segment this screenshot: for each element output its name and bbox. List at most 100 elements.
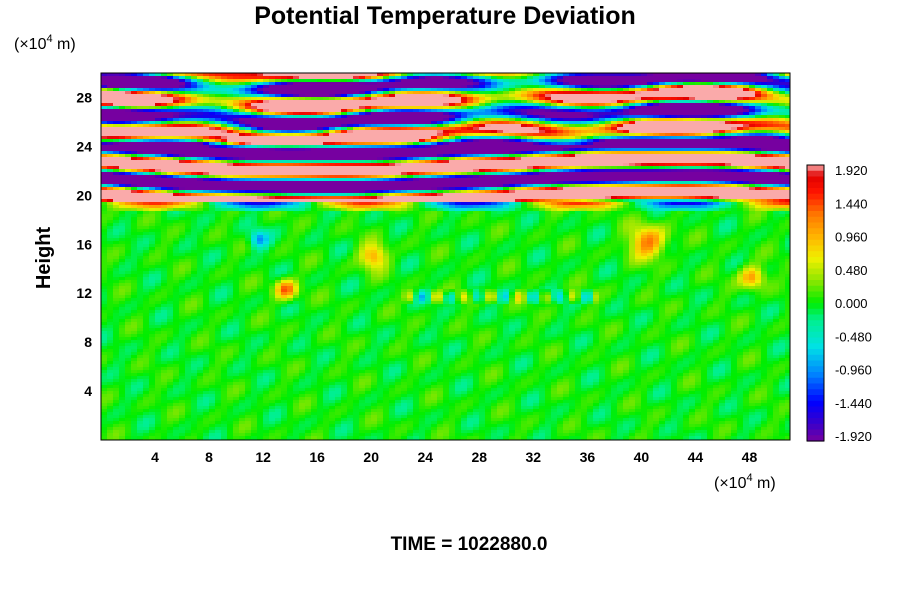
- heatmap-cell: [773, 136, 780, 140]
- heatmap-cell: [467, 139, 474, 143]
- heatmap-cell: [449, 172, 456, 176]
- heatmap-cell: [311, 199, 318, 203]
- heatmap-cell: [731, 73, 738, 77]
- heatmap-cell: [503, 109, 510, 113]
- heatmap-cell: [485, 145, 492, 149]
- heatmap-cell: [323, 178, 330, 182]
- heatmap-cell: [629, 103, 636, 107]
- heatmap-cell: [119, 202, 126, 206]
- heatmap-cell: [161, 73, 168, 77]
- heatmap-cell: [653, 193, 660, 197]
- heatmap-cell: [305, 124, 312, 128]
- heatmap-cell: [509, 199, 516, 203]
- heatmap-cell: [719, 190, 726, 194]
- heatmap-cell: [395, 163, 402, 167]
- heatmap-cell: [245, 109, 252, 113]
- heatmap-cell: [365, 109, 372, 113]
- heatmap-cell: [245, 85, 252, 89]
- heatmap-cell: [581, 142, 588, 146]
- heatmap-cell: [755, 73, 762, 77]
- heatmap-cell: [179, 130, 186, 134]
- heatmap-cell: [719, 118, 726, 122]
- heatmap-cell: [107, 82, 114, 86]
- heatmap-cell: [365, 196, 372, 200]
- heatmap-cell: [539, 196, 546, 200]
- heatmap-cell: [215, 115, 222, 119]
- heatmap-cell: [473, 94, 480, 98]
- heatmap-cell: [551, 187, 558, 191]
- heatmap-cell: [275, 142, 282, 146]
- heatmap-cell: [617, 97, 624, 101]
- heatmap-cell: [713, 103, 720, 107]
- heatmap-cell: [563, 160, 570, 164]
- heatmap-cell: [611, 97, 618, 101]
- heatmap-cell: [383, 148, 390, 152]
- heatmap-cell: [347, 103, 354, 107]
- heatmap-cell: [725, 157, 732, 161]
- heatmap-cell: [341, 73, 348, 77]
- heatmap-cell: [623, 160, 630, 164]
- heatmap-cell: [311, 106, 318, 110]
- heatmap-cell: [251, 172, 258, 176]
- heatmap-cell: [419, 100, 426, 104]
- heatmap-cell: [221, 133, 228, 137]
- heatmap-cell: [557, 142, 564, 146]
- heatmap-cell: [527, 145, 534, 149]
- heatmap-cell: [371, 118, 378, 122]
- heatmap-cell: [785, 106, 790, 110]
- heatmap-cell: [119, 76, 126, 80]
- heatmap-cell: [665, 94, 672, 98]
- heatmap-cell: [725, 106, 732, 110]
- heatmap-cell: [371, 142, 378, 146]
- heatmap-cell: [557, 160, 564, 164]
- heatmap-cell: [521, 142, 528, 146]
- heatmap-cell: [671, 136, 678, 140]
- heatmap-cell: [347, 154, 354, 158]
- heatmap-cell: [623, 97, 630, 101]
- heatmap-cell: [647, 145, 654, 149]
- heatmap-cell: [503, 124, 510, 128]
- heatmap-cell: [491, 100, 498, 104]
- heatmap-cell: [359, 91, 366, 95]
- heatmap-cell: [131, 163, 138, 167]
- heatmap-cell: [533, 103, 540, 107]
- heatmap-cell: [275, 166, 282, 170]
- heatmap-cell: [149, 94, 156, 98]
- heatmap-cell: [677, 91, 684, 95]
- heatmap-cell: [665, 121, 672, 125]
- heatmap-cell: [779, 76, 786, 80]
- heatmap-cell: [461, 196, 468, 200]
- heatmap-cell: [113, 76, 120, 80]
- heatmap-cell: [401, 118, 408, 122]
- heatmap-cell: [389, 97, 396, 101]
- heatmap-cell: [257, 109, 264, 113]
- heatmap-cell: [359, 148, 366, 152]
- heatmap-cell: [293, 115, 300, 119]
- heatmap-cell: [359, 154, 366, 158]
- heatmap-cell: [425, 139, 432, 143]
- heatmap-cell: [635, 169, 642, 173]
- heatmap-cell: [221, 88, 228, 92]
- heatmap-cell: [239, 169, 246, 173]
- heatmap-cell: [659, 130, 666, 134]
- heatmap-cell: [371, 73, 378, 77]
- heatmap-cell: [473, 181, 480, 185]
- heatmap-cell: [179, 109, 186, 113]
- heatmap-cell: [671, 73, 678, 77]
- heatmap-cell: [167, 160, 174, 164]
- heatmap-cell: [425, 97, 432, 101]
- heatmap-cell: [329, 142, 336, 146]
- heatmap-cell: [149, 133, 156, 137]
- heatmap-cell: [245, 169, 252, 173]
- heatmap-cell: [419, 160, 426, 164]
- heatmap-cell: [281, 106, 288, 110]
- heatmap-cell: [575, 187, 582, 191]
- heatmap-cell: [779, 127, 786, 131]
- heatmap-cell: [119, 109, 126, 113]
- heatmap-cell: [179, 196, 186, 200]
- heatmap-cell: [659, 115, 666, 119]
- heatmap-cell: [311, 193, 318, 197]
- heatmap-cell: [731, 136, 738, 140]
- heatmap-cell: [509, 148, 516, 152]
- heatmap-cell: [317, 73, 324, 77]
